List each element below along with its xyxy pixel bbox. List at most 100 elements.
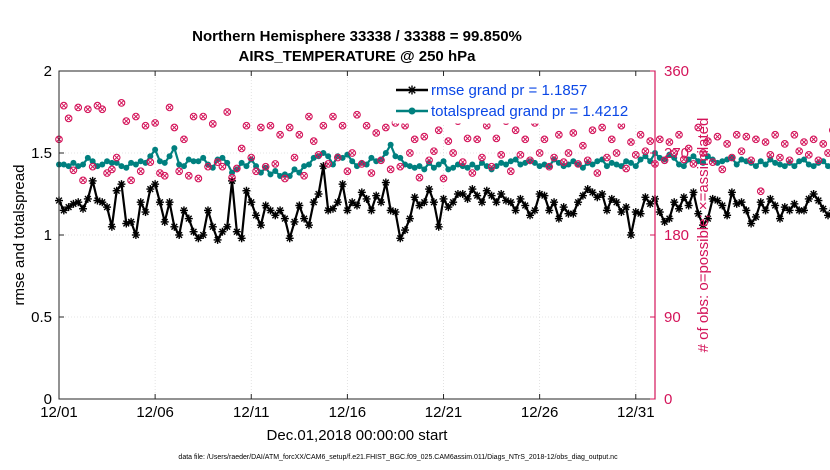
obs-assimilated-point: [676, 132, 682, 138]
rmse-point: [170, 222, 179, 231]
legend-box: [392, 76, 645, 124]
obs-assimilated-point: [671, 150, 677, 156]
obs-assimilated-point: [176, 168, 182, 174]
rmse-point: [415, 201, 424, 210]
obs-assimilated-stroke: [142, 123, 149, 129]
obs-assimilated-stroke: [628, 139, 634, 145]
rmse-point-stroke: [670, 198, 678, 206]
rmse-point-stroke: [209, 223, 217, 231]
rmse-point-stroke: [156, 198, 164, 206]
rmse-point-stroke: [593, 193, 601, 201]
obs-assimilated-point: [94, 102, 101, 109]
obs-possible-point: [170, 123, 179, 132]
totalspread-point: [719, 158, 726, 165]
obs-possible-point: [290, 153, 299, 162]
rmse-point: [554, 214, 563, 223]
obs-possible-point: [761, 138, 770, 146]
obs-assimilated-point: [219, 164, 226, 170]
rmse-point: [117, 180, 126, 189]
obs-possible-point: [679, 155, 688, 164]
obs-assimilated-point: [243, 123, 250, 129]
obs-possible-point: [415, 173, 424, 182]
rmse-point-stroke: [709, 195, 717, 203]
obs-possible-point: [208, 119, 217, 128]
obs-assimilated-point: [229, 174, 235, 181]
totalspread-point: [378, 156, 385, 163]
obs-assimilated-point: [248, 154, 254, 161]
obs-possible-point: [242, 121, 251, 130]
obs-assimilated-point: [85, 106, 91, 112]
totalspread-point: [757, 158, 764, 165]
obs-possible-point: [223, 108, 232, 116]
rmse-point: [641, 193, 650, 202]
rmse-point: [338, 180, 347, 189]
totalspread-point: [700, 159, 707, 166]
rmse-point-stroke: [185, 215, 193, 222]
obs-possible-point: [670, 149, 679, 157]
totalspread-point: [527, 158, 534, 165]
totalspread-point: [253, 163, 260, 170]
totalspread-point: [104, 158, 111, 165]
obs-assimilated-point: [171, 124, 178, 131]
rmse-point-stroke: [195, 234, 202, 242]
rmse-point: [684, 201, 693, 210]
obs-possible-point: [535, 149, 544, 157]
obs-assimilated-point: [253, 168, 259, 174]
obs-assimilated-stroke: [633, 152, 639, 158]
totalspread-point: [825, 163, 830, 170]
obs-assimilated-stroke: [546, 164, 552, 170]
y-axis-right-ticks: 0 90 180 270 360: [650, 63, 689, 408]
rmse-point-stroke: [815, 197, 822, 204]
rmse-point: [612, 198, 621, 207]
rmse-point: [737, 198, 746, 207]
rmse-point-stroke: [118, 180, 125, 188]
rmse-point: [401, 226, 410, 235]
totalspread-point: [676, 161, 683, 168]
rmse-point-stroke: [473, 192, 481, 200]
obs-possible-point: [410, 135, 419, 144]
series-obs: [55, 99, 830, 196]
rmse-point: [550, 198, 559, 207]
obs-possible-point: [309, 137, 318, 146]
obs-assimilated-point: [796, 148, 802, 154]
obs-assimilated-point: [498, 152, 504, 158]
obs-assimilated-stroke: [263, 164, 269, 170]
rmse-point-stroke: [339, 180, 346, 188]
obs-assimilated-stroke: [820, 141, 826, 147]
rmse-point-stroke: [425, 185, 433, 193]
rmse-point-stroke: [579, 192, 587, 200]
obs-assimilated-stroke: [128, 177, 134, 183]
totalspread-point: [195, 158, 202, 165]
obs-possible-point: [386, 165, 395, 174]
y-right-tick-label: 0: [664, 391, 672, 408]
obs-assimilated-stroke: [714, 133, 721, 140]
rmse-point: [204, 206, 212, 215]
rmse-point: [699, 221, 708, 230]
rmse-point: [766, 194, 775, 203]
rmse-point-stroke: [805, 195, 813, 203]
rmse-point: [718, 201, 727, 210]
obs-possible-point: [381, 123, 390, 132]
rmse-point-stroke: [598, 190, 606, 198]
totalspread-point: [305, 161, 312, 168]
rmse-point: [646, 199, 655, 208]
obs-possible-point: [675, 130, 683, 139]
rmse-point-stroke: [464, 195, 471, 203]
totalspread-point: [796, 158, 803, 165]
obs-assimilated-stroke: [623, 165, 629, 172]
totalspread-point: [594, 158, 601, 165]
obs-assimilated-point: [118, 100, 125, 106]
obs-assimilated-point: [748, 157, 754, 163]
obs-assimilated-stroke: [517, 152, 524, 158]
rmse-point-stroke: [622, 203, 630, 211]
rmse-point: [304, 221, 313, 230]
obs-assimilated-point: [320, 123, 327, 129]
obs-possible-point: [237, 144, 246, 153]
obs-assimilated-stroke: [229, 174, 235, 181]
obs-possible-point: [218, 162, 227, 171]
rmse-point-stroke: [363, 195, 370, 203]
obs-assimilated-point: [325, 161, 331, 167]
obs-assimilated-point: [407, 150, 413, 156]
rmse-point: [314, 190, 323, 198]
obs-possible-point: [487, 162, 496, 171]
